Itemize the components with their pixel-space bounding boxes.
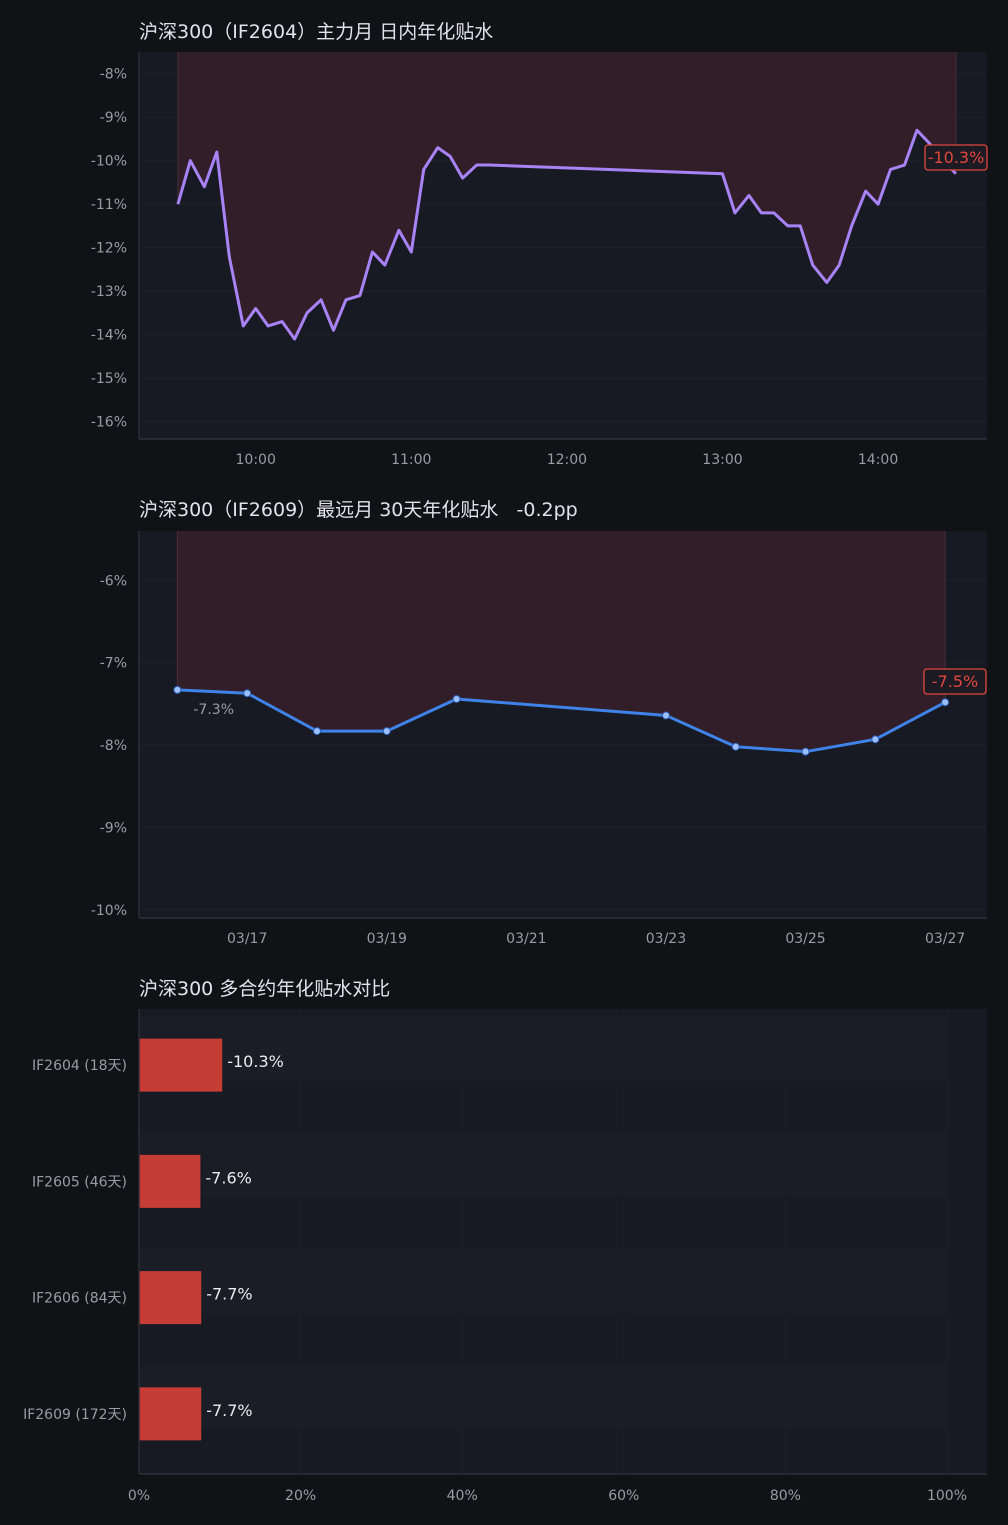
data-point [731,742,740,751]
series-line [177,688,946,754]
x-tick-label: 20% [285,1488,316,1504]
x-tick-label: 13:00 [702,452,742,468]
y-tick-label: -7% [100,656,127,672]
shaded-area [177,52,956,339]
x-tick-label: 11:00 [391,452,431,468]
y-tick-label: -13% [91,284,127,300]
y-tick-label: -9% [100,110,127,126]
category-label: IF2604 (18天) [32,1058,127,1074]
x-tick-label: 03/21 [506,931,546,947]
bar-track [139,1016,947,1082]
y-tick-label: -10% [91,154,127,170]
x-tick-label: 40% [447,1488,478,1504]
x-tick-label: 03/27 [925,931,965,947]
chart2-title-text: 沪深300（IF2609）最远月 30天年化贴水 [139,499,499,521]
bar-track [139,1248,947,1314]
data-point [941,698,950,707]
x-tick-label: 03/17 [227,931,267,947]
shaded-area [177,531,946,752]
last-value-badge [923,668,987,695]
x-tick-label: 12:00 [547,452,587,468]
x-tick-label: 0% [128,1488,150,1504]
x-tick-label: 14:00 [858,452,898,468]
y-tick-label: -6% [100,573,127,589]
data-point [173,685,182,694]
bar [139,1271,202,1325]
first-value-label: -7.3% [193,702,234,718]
x-tick-label: 80% [770,1488,801,1504]
bar [139,1038,223,1092]
chart1-title: 沪深300（IF2604）主力月 日内年化贴水 [139,21,494,43]
data-point [801,747,810,756]
bar-value-label: -7.6% [205,1168,251,1187]
x-tick-label: 03/25 [785,931,825,947]
bar [139,1154,201,1208]
bar [139,1387,202,1441]
category-label: IF2606 (84天) [32,1291,127,1307]
last-value-badge [924,144,988,171]
y-tick-label: -8% [100,67,127,83]
chart3-title: 沪深300 多合约年化贴水对比 [139,978,391,1000]
x-tick-label: 03/19 [367,931,407,947]
data-point [452,694,461,703]
x-tick-label: 100% [927,1488,967,1504]
intraday-chart-panel: 沪深300（IF2604）主力月 日内年化贴水 -8% -9% -10% -11% -1… [0,0,1008,480]
x-tick-label: 60% [608,1488,639,1504]
data-point [382,727,391,736]
bar-value-label: -7.7% [206,1285,252,1304]
data-point [871,735,880,744]
x-tick-label: 03/23 [646,931,686,947]
bar-value-label: -10.3% [227,1052,284,1071]
y-tick-label: -16% [91,415,127,431]
chart2-change: -0.2pp [516,499,578,521]
last-value-label: -10.3% [928,148,985,167]
bar-value-label: -7.7% [206,1401,252,1420]
y-tick-label: -8% [100,738,127,754]
category-label: IF2609 (172天) [23,1407,127,1423]
y-tick-label: -9% [100,820,127,836]
data-point [243,689,252,698]
data-point [661,711,670,720]
far-month-chart: -6% -7% -8% -9% -10% 03/17 03/19 03/21 03/23 03/2… [91,531,987,947]
series-line [176,128,957,341]
far-month-chart-panel: 沪深300（IF2609）最远月 30天年化贴水 -0.2pp -6% -7% -8… [91,495,987,947]
chart2-title: 沪深300（IF2609）最远月 30天年化贴水 -0.2pp [139,495,578,522]
y-tick-label: -11% [91,197,127,213]
last-value-label: -7.5% [932,672,978,691]
intraday-chart: -8% -9% -10% -11% -12% -13% -14% -15% -16% 10:00 1… [91,52,988,468]
category-label: IF2605 (46天) [32,1174,127,1190]
x-tick-label: 10:00 [236,452,276,468]
y-tick-label: -14% [91,328,127,344]
y-tick-label: -15% [91,371,127,387]
y-tick-label: -12% [91,241,127,257]
bar-track [139,1365,947,1431]
data-point [312,727,321,736]
y-tick-label: -10% [91,903,127,919]
bar-track [139,1132,947,1198]
